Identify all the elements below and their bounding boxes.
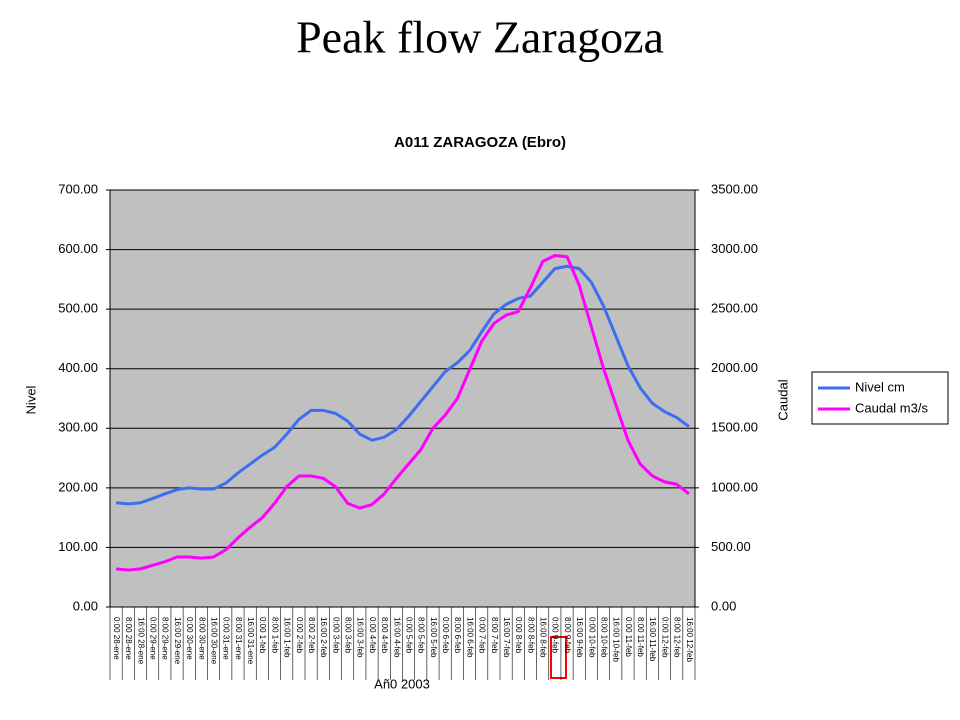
y2-tick-label: 2000.00 — [711, 360, 758, 375]
x-tick-label: 0:00 9-feb — [551, 617, 560, 654]
y2-tick-label: 3000.00 — [711, 241, 758, 256]
plot-background — [109, 189, 696, 608]
y2-tick-label: 1500.00 — [711, 420, 758, 435]
x-tick-label: 8:00 2-feb — [307, 617, 316, 654]
x-tick-label: 0:00 5-feb — [404, 617, 413, 654]
x-tick-label: 8:00 4-feb — [380, 617, 389, 654]
series-line — [115, 264, 690, 506]
x-tick-label: 8:00 9-feb — [563, 617, 572, 654]
slide-title: Peak flow Zaragoza — [296, 12, 664, 63]
y2-axis-label: Caudal — [775, 379, 790, 420]
x-tick-label: 16:00 7-feb — [502, 617, 511, 658]
x-tick-label: 16:00 5-feb — [429, 617, 438, 658]
x-tick-label: 8:00 7-feb — [490, 617, 499, 654]
x-tick-label: 16:00 2-feb — [319, 617, 328, 658]
y2-tick-label: 0.00 — [711, 598, 736, 613]
x-tick-label: 0:00 1-feb — [258, 617, 267, 654]
series-line — [115, 254, 690, 572]
y-tick-label: 400.00 — [58, 360, 98, 375]
x-tick-label: 0:00 2-feb — [295, 617, 304, 654]
x-tick-label: 16:00 12-feb — [685, 617, 694, 662]
y-tick-label: 0.00 — [73, 598, 98, 613]
x-tick-label: 0:00 6-feb — [441, 617, 450, 654]
legend-label: Nivel cm — [855, 379, 905, 394]
y-tick-label: 500.00 — [58, 301, 98, 316]
chart-title: A011 ZARAGOZA (Ebro) — [394, 134, 566, 151]
x-tick-label: 16:00 3-feb — [356, 617, 365, 658]
y2-tick-label: 3500.00 — [711, 181, 758, 196]
x-tick-label: 8:00 10-feb — [599, 617, 608, 658]
x-tick-label: 16:00 10-feb — [612, 617, 621, 662]
x-tick-label: 16:00 6-feb — [465, 617, 474, 658]
y-tick-label: 100.00 — [58, 539, 98, 554]
y2-tick-label: 2500.00 — [711, 301, 758, 316]
y2-tick-label: 1000.00 — [711, 479, 758, 494]
x-tick-label: 8:00 5-feb — [417, 617, 426, 654]
x-tick-label: 8:00 29-ene — [161, 617, 170, 660]
x-tick-label: 8:00 30-ene — [197, 617, 206, 660]
x-tick-label: 16:00 4-feb — [392, 617, 401, 658]
x-tick-label: 0:00 12-feb — [660, 617, 669, 658]
x-tick-label: 16:00 31-ene — [246, 617, 255, 665]
x-tick-label: 0:00 10-feb — [587, 617, 596, 658]
peak-highlight — [550, 636, 567, 679]
x-tick-label: 8:00 12-feb — [673, 617, 682, 658]
legend-box — [811, 371, 949, 425]
x-tick-label: 8:00 3-feb — [344, 617, 353, 654]
x-tick-label: 16:00 28-ene — [136, 617, 145, 665]
y-tick-label: 600.00 — [58, 241, 98, 256]
x-tick-label: 8:00 28-ene — [124, 617, 133, 660]
x-tick-label: 0:00 28-ene — [112, 617, 121, 660]
y2-tick-label: 500.00 — [711, 539, 751, 554]
x-tick-label: 0:00 30-ene — [185, 617, 194, 660]
x-tick-label: 8:00 1-feb — [270, 617, 279, 654]
x-tick-label: 16:00 11-feb — [648, 617, 657, 662]
x-tick-label: 16:00 29-ene — [173, 617, 182, 665]
x-tick-label: 0:00 11-feb — [624, 617, 633, 657]
y-tick-label: 700.00 — [58, 181, 98, 196]
y-axis-label: Nivel — [23, 385, 38, 414]
x-tick-label: 8:00 11-feb — [636, 617, 645, 657]
x-tick-label: 8:00 31-ene — [234, 617, 243, 660]
legend-label: Caudal m3/s — [855, 400, 928, 415]
y-tick-label: 300.00 — [58, 420, 98, 435]
x-tick-label: 8:00 6-feb — [453, 617, 462, 654]
x-tick-label: 16:00 8-feb — [539, 617, 548, 658]
x-tick-label: 0:00 29-ene — [149, 617, 158, 660]
x-tick-label: 0:00 8-feb — [514, 617, 523, 654]
x-tick-label: 0:00 3-feb — [331, 617, 340, 654]
x-tick-label: 0:00 4-feb — [368, 617, 377, 654]
y-tick-label: 200.00 — [58, 479, 98, 494]
x-axis-label: Añ0 2003 — [374, 676, 430, 691]
x-tick-label: 8:00 8-feb — [526, 617, 535, 654]
x-tick-label: 16:00 30-ene — [209, 617, 218, 665]
x-tick-label: 0:00 31-ene — [222, 617, 231, 660]
x-tick-label: 16:00 1-feb — [283, 617, 292, 658]
x-tick-label: 0:00 7-feb — [478, 617, 487, 654]
x-tick-label: 16:00 9-feb — [575, 617, 584, 658]
